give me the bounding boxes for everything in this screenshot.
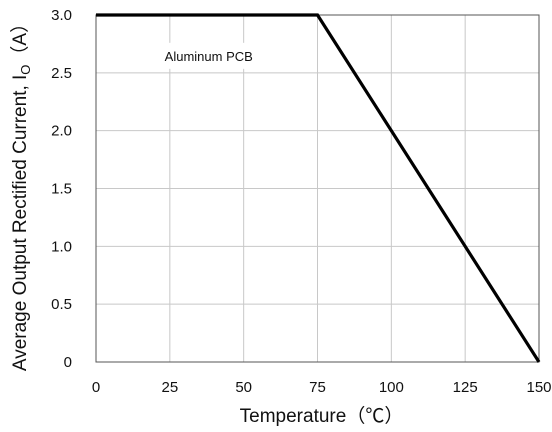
annotations: Aluminum PCB bbox=[132, 42, 285, 69]
y-axis-title: Average Output Rectified Current, IO（A） bbox=[9, 14, 33, 371]
grid-lines bbox=[96, 15, 539, 362]
annotation-text: Aluminum PCB bbox=[165, 49, 253, 64]
x-tick-label: 0 bbox=[92, 379, 100, 396]
y-tick-label: 2.0 bbox=[51, 123, 72, 140]
y-axis-title-subscript: O bbox=[18, 65, 33, 75]
y-tick-label: 1.5 bbox=[51, 181, 72, 198]
annotation-background bbox=[132, 42, 285, 69]
x-tick-label: 25 bbox=[161, 379, 178, 396]
x-axis-title: Temperature（℃） bbox=[240, 405, 404, 427]
y-tick-label: 0.5 bbox=[51, 296, 72, 313]
y-tick-label: 1.0 bbox=[51, 238, 72, 255]
y-axis-title-unit: （A） bbox=[9, 14, 31, 65]
y-tick-label: 0 bbox=[64, 354, 72, 371]
series-line bbox=[96, 13, 541, 363]
y-tick-label: 2.5 bbox=[51, 65, 72, 82]
x-tick-labels: 0 25 50 75 100 125 150 bbox=[92, 379, 552, 396]
x-tick-label: 100 bbox=[379, 379, 404, 396]
y-tick-labels: 0 0.5 1.0 1.5 2.0 2.5 3.0 bbox=[51, 7, 72, 371]
y-axis-title-main: Average Output Rectified Current, I bbox=[10, 75, 31, 371]
annotation-label: Aluminum PCB bbox=[132, 42, 285, 69]
x-tick-label: 75 bbox=[309, 379, 326, 396]
y-tick-label: 3.0 bbox=[51, 7, 72, 24]
x-tick-label: 150 bbox=[526, 379, 551, 396]
x-tick-label: 50 bbox=[235, 379, 252, 396]
x-tick-label: 125 bbox=[453, 379, 478, 396]
series-lines bbox=[96, 13, 541, 363]
